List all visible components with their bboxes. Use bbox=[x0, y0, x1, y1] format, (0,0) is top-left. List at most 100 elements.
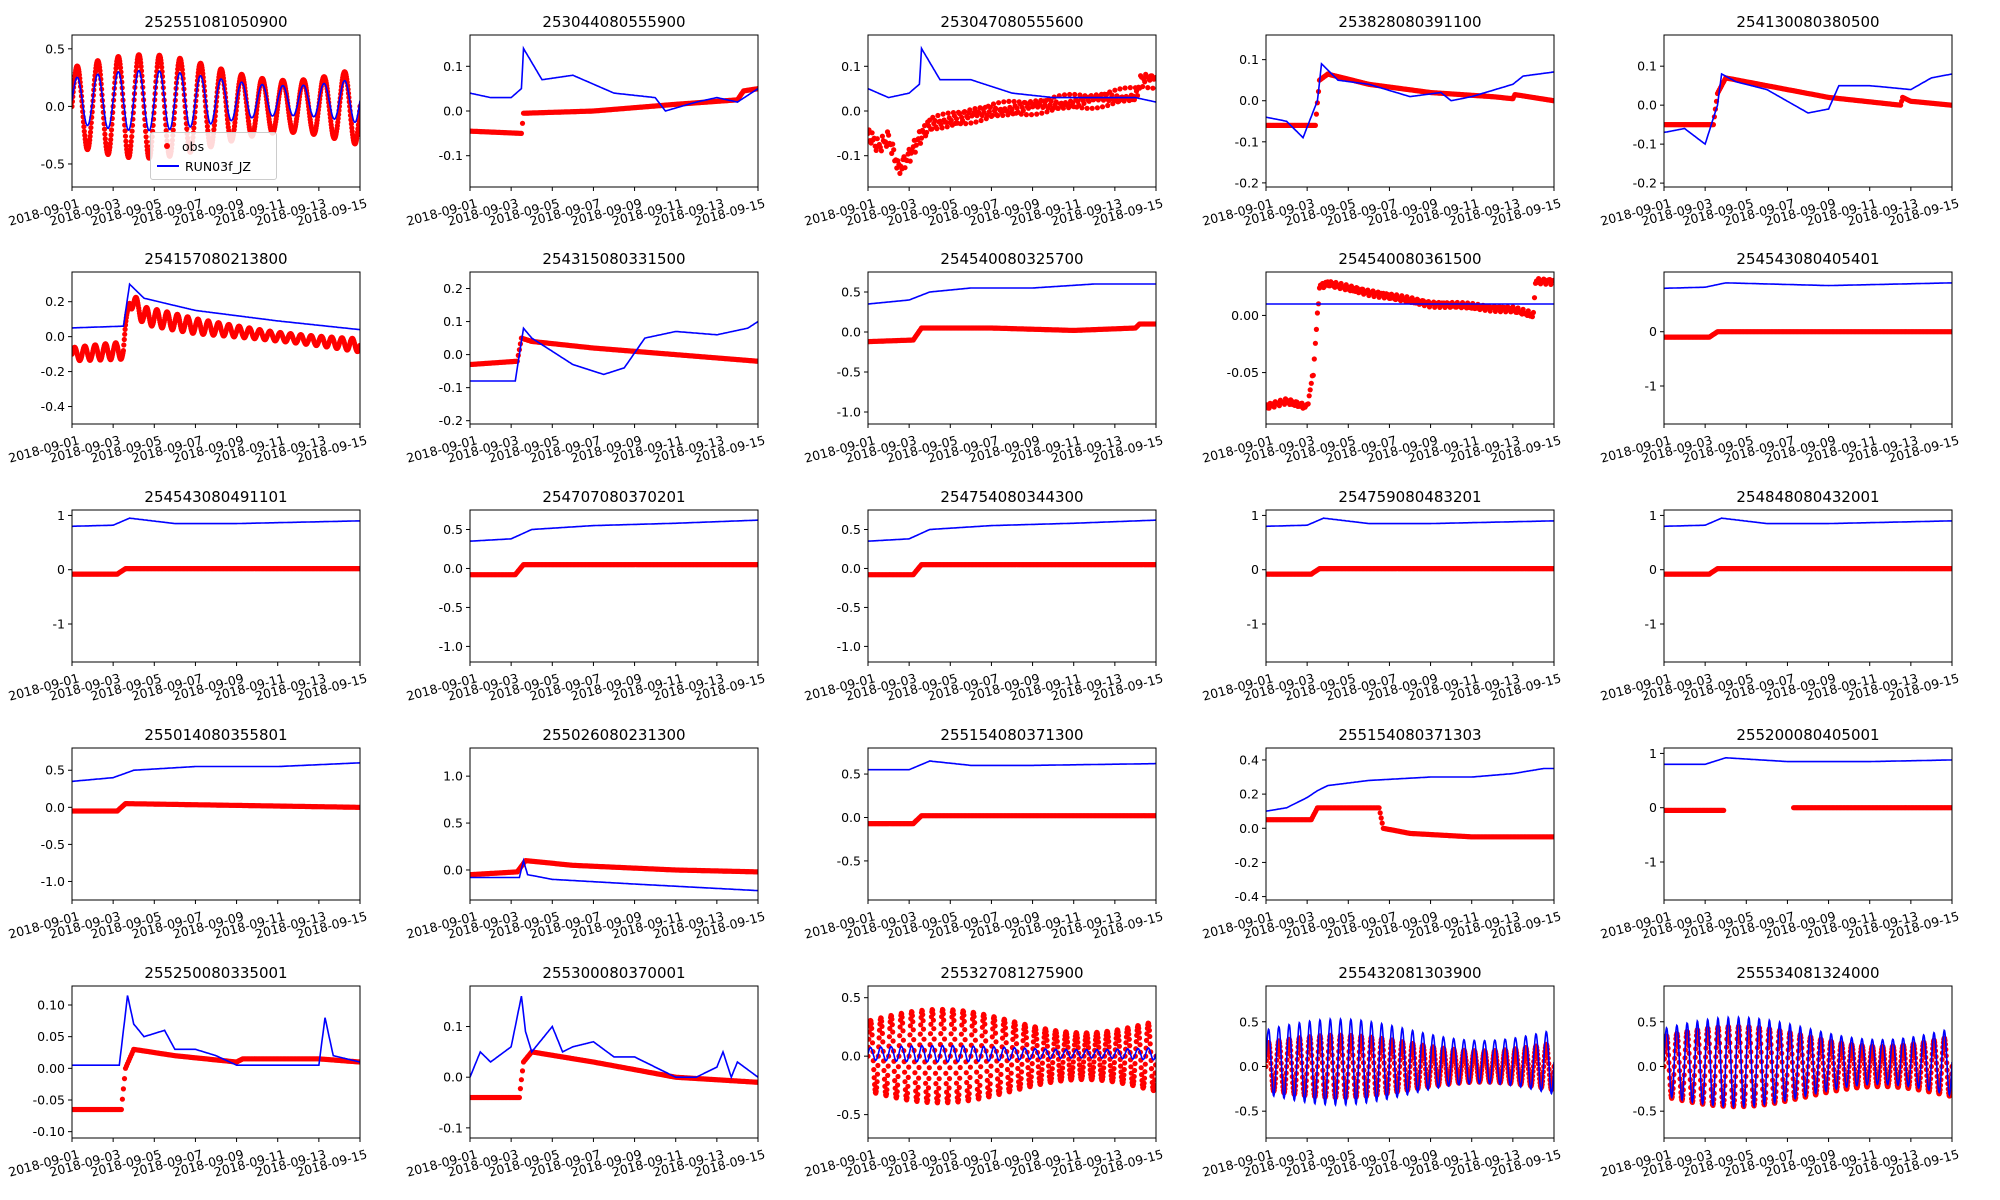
obs-point bbox=[989, 112, 996, 118]
plot-area bbox=[1266, 517, 1554, 577]
model-line bbox=[470, 45, 758, 112]
obs-point bbox=[1150, 85, 1156, 91]
obs-point bbox=[943, 119, 949, 125]
plot-area bbox=[1664, 72, 1952, 146]
y-tick-label: -0.1 bbox=[1633, 137, 1657, 152]
subplot-title: 254754080344300 bbox=[940, 488, 1083, 506]
y-tick-label: -0.5 bbox=[439, 600, 463, 615]
obs-point bbox=[357, 566, 360, 572]
obs-point bbox=[973, 119, 979, 125]
obs-point bbox=[948, 117, 954, 123]
y-tick-label: 0.0 bbox=[1239, 93, 1259, 108]
obs-point bbox=[874, 136, 880, 142]
obs-point bbox=[154, 64, 160, 70]
obs-point bbox=[922, 123, 928, 129]
obs-point bbox=[159, 64, 165, 70]
obs-point bbox=[1551, 277, 1554, 283]
obs-point bbox=[984, 112, 990, 118]
obs-point bbox=[1072, 91, 1078, 98]
obs-point bbox=[1306, 393, 1312, 399]
obs-point bbox=[755, 358, 758, 364]
obs-point bbox=[232, 120, 238, 126]
obs-point bbox=[967, 107, 973, 113]
obs-point bbox=[81, 124, 87, 130]
obs-point bbox=[869, 130, 875, 136]
obs-point bbox=[902, 165, 908, 171]
obs-point bbox=[912, 149, 918, 155]
obs-point bbox=[755, 562, 758, 568]
subplot-6: 2541570802138000.20.0-0.2-0.42018-09-012… bbox=[7, 250, 369, 466]
obs-point bbox=[107, 141, 113, 147]
obs-point bbox=[134, 64, 140, 70]
obs-point bbox=[1000, 112, 1006, 118]
obs-point bbox=[992, 105, 999, 111]
y-tick-label: -0.1 bbox=[837, 148, 861, 163]
obs-point bbox=[995, 113, 1001, 119]
subplot-1: 2525510810509000.50.0-0.52018-09-012018-… bbox=[7, 13, 369, 229]
obs-point bbox=[1014, 105, 1020, 111]
y-tick-label: 1 bbox=[57, 508, 65, 523]
obs-point bbox=[907, 158, 913, 164]
obs-point bbox=[897, 170, 903, 176]
obs-point bbox=[205, 128, 211, 134]
obs-point bbox=[924, 129, 930, 136]
obs-point bbox=[968, 120, 974, 126]
obs-point bbox=[1312, 340, 1318, 346]
subplot-title: 253047080555600 bbox=[940, 13, 1083, 31]
subplot-title: 254759080483201 bbox=[1338, 488, 1481, 506]
obs-point bbox=[990, 101, 997, 107]
y-tick-label: 0.0 bbox=[443, 347, 463, 362]
obs-point bbox=[170, 127, 176, 133]
axes-frame bbox=[1265, 34, 1555, 188]
obs-point bbox=[1089, 105, 1095, 111]
y-tick-label: -0.1 bbox=[1235, 134, 1259, 149]
obs-point bbox=[962, 109, 968, 115]
obs-point bbox=[108, 137, 114, 143]
obs-point bbox=[1006, 98, 1012, 104]
obs-point bbox=[1084, 105, 1090, 111]
model-line bbox=[470, 519, 758, 542]
subplot-10: 2545430804054010-12018-09-012018-09-0320… bbox=[1599, 250, 1961, 466]
subplot-14: 25475908048320110-12018-09-012018-09-032… bbox=[1201, 488, 1563, 704]
y-tick-label: 0.1 bbox=[1637, 59, 1657, 74]
obs-point bbox=[1134, 93, 1141, 99]
obs-point bbox=[121, 342, 127, 348]
obs-point bbox=[1117, 86, 1123, 92]
model-line bbox=[868, 283, 1156, 305]
obs-point bbox=[1153, 562, 1156, 568]
subplot-title: 254315080331500 bbox=[542, 250, 685, 268]
obs-point bbox=[184, 126, 190, 132]
obs-point bbox=[882, 139, 889, 145]
y-tick-label: 0.0 bbox=[1637, 98, 1657, 113]
obs-point bbox=[357, 342, 360, 348]
subplot-2: 2530440805559000.10.0-0.12018-09-012018-… bbox=[405, 13, 767, 229]
y-tick-label: -0.5 bbox=[41, 156, 65, 171]
subplot-title: 254543080491101 bbox=[144, 488, 287, 506]
y-tick-label: 0.0 bbox=[443, 104, 463, 119]
obs-point bbox=[102, 131, 108, 137]
obs-point bbox=[122, 128, 128, 134]
axes-frame bbox=[71, 509, 361, 663]
obs-point bbox=[996, 100, 1002, 106]
obs-point bbox=[891, 147, 897, 153]
y-tick-label: -0.05 bbox=[1227, 365, 1259, 380]
y-tick-label: -0.2 bbox=[1633, 176, 1657, 191]
y-tick-label: 0.1 bbox=[1239, 52, 1259, 67]
y-tick-label: -0.1 bbox=[439, 380, 463, 395]
obs-point bbox=[97, 68, 103, 74]
obs-point bbox=[1086, 98, 1092, 104]
model-line bbox=[1664, 72, 1952, 146]
obs-point bbox=[1153, 74, 1156, 80]
subplot-4: 2538280803911000.10.0-0.1-0.22018-09-012… bbox=[1201, 13, 1563, 229]
obs-point bbox=[934, 126, 940, 132]
obs-point bbox=[1112, 87, 1118, 93]
model-line bbox=[72, 282, 360, 331]
plot-area bbox=[868, 283, 1156, 345]
plot-area bbox=[1664, 282, 1952, 340]
obs-point bbox=[122, 331, 128, 337]
y-tick-label: 0.1 bbox=[443, 59, 463, 74]
obs-point bbox=[200, 71, 206, 77]
obs-point bbox=[956, 111, 963, 117]
y-tick-label: 0.5 bbox=[841, 522, 861, 537]
model-line bbox=[868, 45, 1156, 103]
